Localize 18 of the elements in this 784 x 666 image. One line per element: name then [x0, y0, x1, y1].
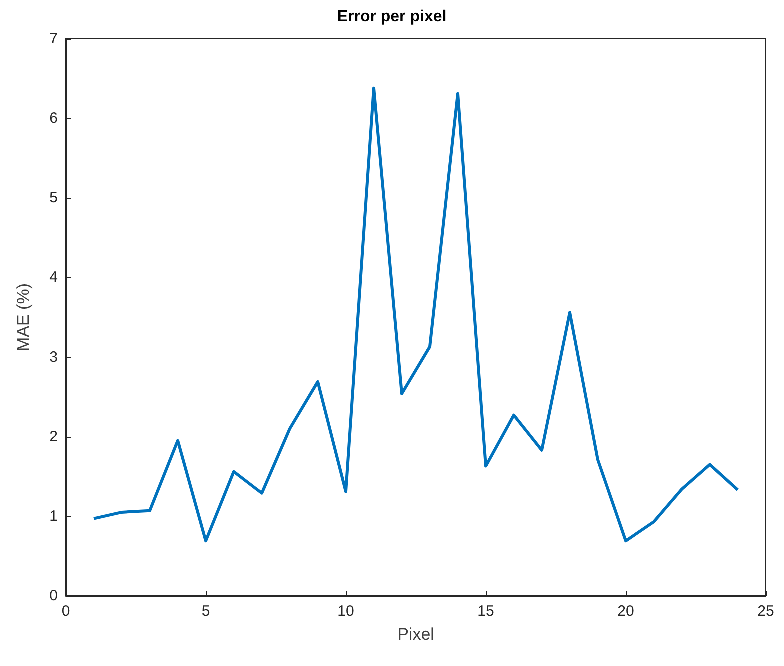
- x-tick-label: 15: [478, 603, 494, 620]
- x-axis-title: Pixel: [398, 625, 434, 644]
- line-series: [92, 86, 740, 543]
- y-tick-label: 7: [50, 30, 58, 48]
- y-tick-label: 2: [50, 428, 58, 446]
- x-tick-label: 25: [758, 603, 774, 620]
- chart-title: Error per pixel: [337, 8, 447, 26]
- y-axis-title: MAE (%): [14, 284, 33, 352]
- y-tick-label: 4: [50, 269, 58, 286]
- y-tick-label: 1: [50, 508, 58, 525]
- y-tick-label: 3: [50, 348, 58, 366]
- x-tick-label: 20: [618, 603, 634, 620]
- y-tick-label: 5: [50, 190, 58, 207]
- x-tick-label: 5: [202, 603, 210, 620]
- y-tick-label: 6: [50, 110, 58, 128]
- x-tick-label: 10: [338, 603, 354, 620]
- y-tick-label: 0: [50, 588, 58, 604]
- x-tick-label: 0: [62, 603, 70, 620]
